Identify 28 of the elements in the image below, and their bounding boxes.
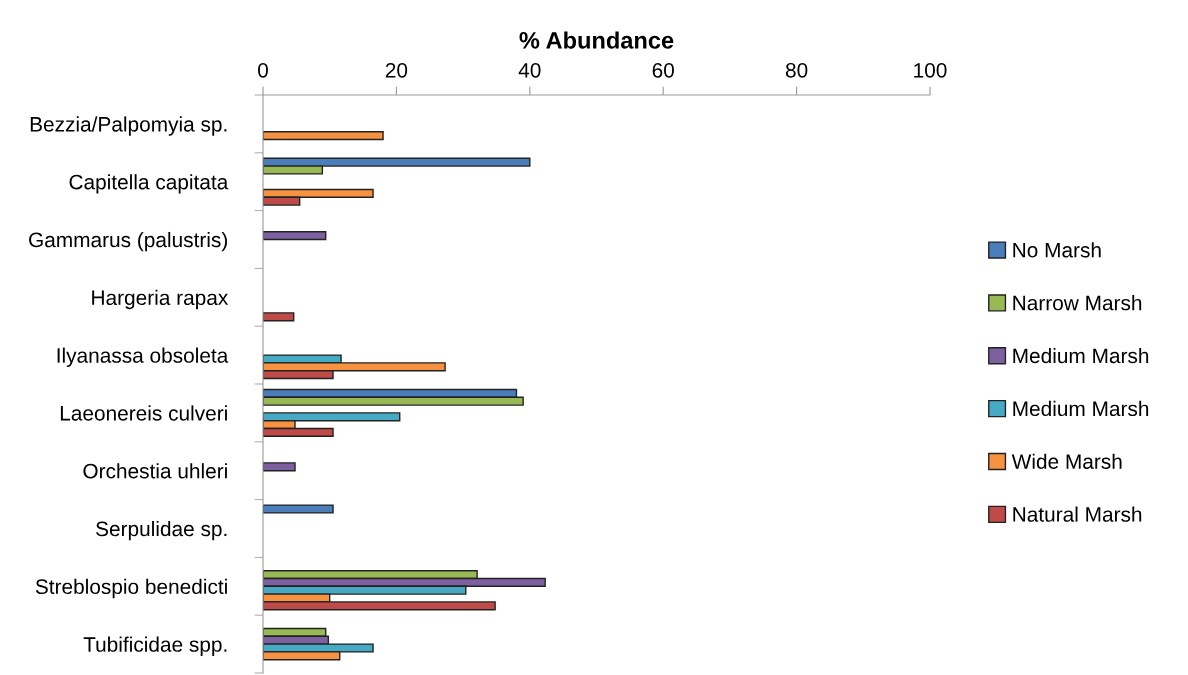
legend-label: No Marsh: [1013, 242, 1101, 258]
y-tick-label: Gammarus (palustris): [29, 231, 227, 252]
legend-label: Natural Marsh: [1013, 506, 1142, 522]
x-tick-label: 100: [914, 62, 947, 78]
y-tick-label: Streblospio benedicti: [35, 578, 227, 599]
legend-label: Narrow Marsh: [1013, 295, 1142, 311]
bar: [263, 312, 295, 322]
x-tick-label: 40: [518, 62, 541, 78]
bar: [263, 504, 334, 514]
y-tick-label: Serpulidae sp.: [96, 520, 227, 541]
y-tick-label: Capitella capitata: [69, 174, 229, 194]
x-axis-title: % Abundance: [519, 31, 674, 49]
x-tick-label: 60: [652, 62, 674, 78]
bar: [263, 462, 296, 472]
bar: [263, 231, 327, 241]
bar: [263, 131, 384, 141]
y-tick-label: Laeonereis culveri: [60, 405, 227, 421]
y-tick-label: Bezzia/Palpomyia sp.: [30, 116, 227, 136]
x-tick-label: 80: [785, 62, 808, 78]
x-tick-label: 0: [258, 62, 268, 78]
y-tick-label: Tubificidae spp.: [83, 636, 227, 656]
legend-label: Wide Marsh: [1011, 453, 1122, 469]
legend-label: Medium Marsh: [1013, 400, 1149, 417]
y-tick-label: Orchestia uhleri: [83, 463, 227, 479]
legend-label: Medium Marsh: [1013, 347, 1149, 364]
x-tick-label: 20: [385, 62, 408, 78]
y-tick-label: Hargeria rapax: [92, 289, 229, 310]
y-tick-label: Ilyanassa obsoleta: [57, 347, 229, 367]
